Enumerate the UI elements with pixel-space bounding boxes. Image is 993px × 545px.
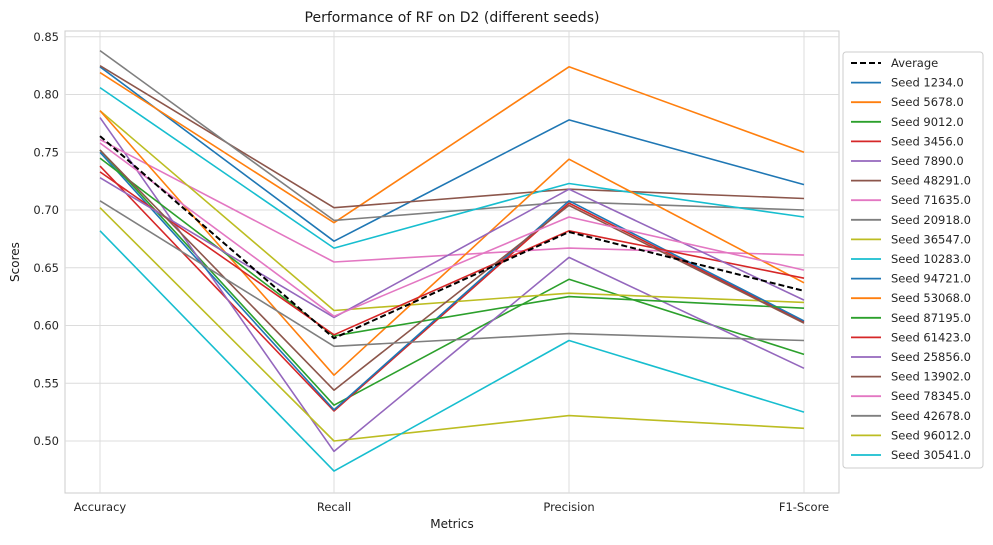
series-line	[99, 86, 805, 249]
x-tick-label: Precision	[543, 500, 594, 514]
legend-label: Seed 9012.0	[891, 115, 964, 129]
legend-label: Seed 30541.0	[891, 448, 971, 462]
y-tick-label: 0.85	[33, 30, 59, 44]
legend-label: Average	[891, 56, 938, 70]
x-tick-label: Accuracy	[74, 500, 127, 514]
legend-label: Seed 71635.0	[891, 193, 971, 207]
series-lines	[99, 49, 805, 472]
y-tick-label: 0.75	[33, 145, 59, 159]
legend-label: Seed 61423.0	[891, 330, 971, 344]
series-line	[99, 207, 805, 442]
plot-area	[64, 30, 840, 494]
x-axis-label: Metrics	[430, 517, 474, 531]
legend-label: Seed 48291.0	[891, 174, 971, 188]
y-tick-label: 0.50	[33, 434, 59, 448]
y-tick-label: 0.55	[33, 376, 59, 390]
legend-label: Seed 53068.0	[891, 291, 971, 305]
series-line	[99, 138, 805, 263]
y-tick-label: 0.65	[33, 261, 59, 275]
series-line	[99, 66, 805, 224]
series-line	[99, 49, 805, 222]
series-line	[99, 149, 805, 407]
legend-label: Seed 10283.0	[891, 252, 971, 266]
legend-label: Seed 5678.0	[891, 95, 964, 109]
series-line	[99, 65, 805, 209]
legend: Average Seed 1234.0 Seed 5678.0 Seed 9012.0…	[842, 51, 984, 469]
series-line	[99, 171, 805, 336]
legend-label: Seed 87195.0	[891, 311, 971, 325]
x-tick-label: Recall	[317, 500, 351, 514]
series-line	[99, 177, 805, 319]
legend-label: Seed 42678.0	[891, 409, 971, 423]
y-tick-label: 0.70	[33, 203, 59, 217]
legend-label: Seed 78345.0	[891, 389, 971, 403]
legend-label: Seed 13902.0	[891, 370, 971, 384]
x-tick-label: F1-Score	[779, 500, 829, 514]
legend-label: Seed 3456.0	[891, 134, 964, 148]
average-line	[99, 135, 805, 340]
legend-box	[842, 51, 984, 469]
series-line	[99, 230, 805, 472]
series-line	[99, 165, 805, 412]
legend-label: Seed 94721.0	[891, 272, 971, 286]
series-line	[99, 200, 805, 348]
legend-label: Seed 25856.0	[891, 350, 971, 364]
legend-label: Seed 1234.0	[891, 76, 964, 90]
y-axis-label: Scores	[8, 242, 22, 282]
y-tick-label: 0.80	[33, 88, 59, 102]
series-line	[99, 66, 805, 242]
legend-label: Seed 7890.0	[891, 154, 964, 168]
series-line	[99, 149, 805, 392]
y-tick-label: 0.60	[33, 319, 59, 333]
chart-title: Performance of RF on D2 (different seeds…	[305, 10, 600, 26]
series-line	[99, 142, 805, 318]
series-line	[99, 110, 805, 312]
axis-ticks: 0.50 0.55 0.60 0.65 0.70 0.75 0.80 0.85 Accuracy…	[33, 30, 829, 514]
legend-label: Seed 36547.0	[891, 232, 971, 246]
legend-label: Seed 20918.0	[891, 213, 971, 227]
legend-label: Seed 96012.0	[891, 428, 971, 442]
series-line	[99, 117, 805, 453]
